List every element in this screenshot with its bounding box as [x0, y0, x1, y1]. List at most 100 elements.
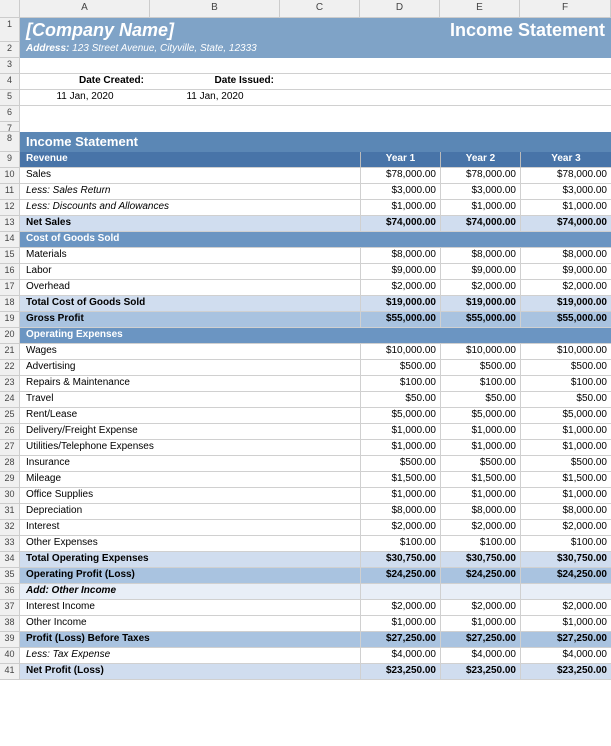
- opex-header-row[interactable]: Operating Expenses: [20, 328, 611, 344]
- row-header-26[interactable]: 26: [0, 424, 20, 440]
- document-title: Income Statement: [360, 18, 611, 42]
- materials-row[interactable]: Materials$8,000.00$8,000.00$8,000.00: [20, 248, 611, 264]
- net-sales-row[interactable]: Net Sales$74,000.00$74,000.00$74,000.00: [20, 216, 611, 232]
- column-headers: A B C D E F: [0, 0, 611, 18]
- interest-income-row[interactable]: Interest Income$2,000.00$2,000.00$2,000.…: [20, 600, 611, 616]
- discounts-row[interactable]: Less: Discounts and Allowances$1,000.00$…: [20, 200, 611, 216]
- gross-profit-row[interactable]: Gross Profit$55,000.00$55,000.00$55,000.…: [20, 312, 611, 328]
- banner-address-row: Address: 123 Street Avenue, Cityville, S…: [20, 42, 611, 58]
- row-header-9[interactable]: 9: [0, 152, 20, 168]
- col-header-d[interactable]: D: [360, 0, 440, 18]
- year3-header: Year 3: [520, 152, 611, 168]
- insurance-row[interactable]: Insurance$500.00$500.00$500.00: [20, 456, 611, 472]
- year2-header: Year 2: [440, 152, 520, 168]
- row-header-19[interactable]: 19: [0, 312, 20, 328]
- row-header-18[interactable]: 18: [0, 296, 20, 312]
- address-text[interactable]: Address: 123 Street Avenue, Cityville, S…: [20, 42, 611, 58]
- row-header-4[interactable]: 4: [0, 74, 20, 90]
- tax-expense-row[interactable]: Less: Tax Expense$4,000.00$4,000.00$4,00…: [20, 648, 611, 664]
- row-header-13[interactable]: 13: [0, 216, 20, 232]
- op-profit-row[interactable]: Operating Profit (Loss)$24,250.00$24,250…: [20, 568, 611, 584]
- advertising-row[interactable]: Advertising$500.00$500.00$500.00: [20, 360, 611, 376]
- row-header-30[interactable]: 30: [0, 488, 20, 504]
- cogs-header-row[interactable]: Cost of Goods Sold: [20, 232, 611, 248]
- row-header-10[interactable]: 10: [0, 168, 20, 184]
- travel-row[interactable]: Travel$50.00$50.00$50.00: [20, 392, 611, 408]
- blank-row-3[interactable]: [20, 58, 611, 74]
- date-value-row[interactable]: 11 Jan, 2020 11 Jan, 2020: [20, 90, 611, 106]
- delivery-row[interactable]: Delivery/Freight Expense$1,000.00$1,000.…: [20, 424, 611, 440]
- col-header-b[interactable]: B: [150, 0, 280, 18]
- row-header-31[interactable]: 31: [0, 504, 20, 520]
- row-header-35[interactable]: 35: [0, 568, 20, 584]
- row-header-29[interactable]: 29: [0, 472, 20, 488]
- other-income-header[interactable]: Add: Other Income: [20, 584, 611, 600]
- row-header-41[interactable]: 41: [0, 664, 20, 680]
- row-header-14[interactable]: 14: [0, 232, 20, 248]
- date-issued-value[interactable]: 11 Jan, 2020: [150, 90, 280, 106]
- row-header-34[interactable]: 34: [0, 552, 20, 568]
- utilities-row[interactable]: Utilities/Telephone Expenses$1,000.00$1,…: [20, 440, 611, 456]
- row-header-38[interactable]: 38: [0, 616, 20, 632]
- col-header-a[interactable]: A: [20, 0, 150, 18]
- row-header-37[interactable]: 37: [0, 600, 20, 616]
- row-header-21[interactable]: 21: [0, 344, 20, 360]
- row-header-22[interactable]: 22: [0, 360, 20, 376]
- row-header-24[interactable]: 24: [0, 392, 20, 408]
- section-title[interactable]: Income Statement: [20, 132, 611, 152]
- row-header-11[interactable]: 11: [0, 184, 20, 200]
- row-header-15[interactable]: 15: [0, 248, 20, 264]
- row-header-40[interactable]: 40: [0, 648, 20, 664]
- date-created-value[interactable]: 11 Jan, 2020: [20, 90, 150, 106]
- banner-title-row: [Company Name] Income Statement: [20, 18, 611, 42]
- blank-row-6[interactable]: [20, 106, 611, 122]
- col-header-c[interactable]: C: [280, 0, 360, 18]
- depreciation-row[interactable]: Depreciation$8,000.00$8,000.00$8,000.00: [20, 504, 611, 520]
- total-opex-row[interactable]: Total Operating Expenses$30,750.00$30,75…: [20, 552, 611, 568]
- company-name[interactable]: [Company Name]: [20, 18, 360, 42]
- total-cogs-row[interactable]: Total Cost of Goods Sold$19,000.00$19,00…: [20, 296, 611, 312]
- overhead-row[interactable]: Overhead$2,000.00$2,000.00$2,000.00: [20, 280, 611, 296]
- rent-row[interactable]: Rent/Lease$5,000.00$5,000.00$5,000.00: [20, 408, 611, 424]
- net-profit-row[interactable]: Net Profit (Loss)$23,250.00$23,250.00$23…: [20, 664, 611, 680]
- labor-row[interactable]: Labor$9,000.00$9,000.00$9,000.00: [20, 264, 611, 280]
- row-header-23[interactable]: 23: [0, 376, 20, 392]
- sales-return-row[interactable]: Less: Sales Return$3,000.00$3,000.00$3,0…: [20, 184, 611, 200]
- row-header-3[interactable]: 3: [0, 58, 20, 74]
- date-issued-label[interactable]: Date Issued:: [150, 74, 280, 90]
- other-income-row[interactable]: Other Income$1,000.00$1,000.00$1,000.00: [20, 616, 611, 632]
- date-header-row[interactable]: Date Created: Date Issued:: [20, 74, 611, 90]
- other-exp-row[interactable]: Other Expenses$100.00$100.00$100.00: [20, 536, 611, 552]
- row-header-33[interactable]: 33: [0, 536, 20, 552]
- row-header-25[interactable]: 25: [0, 408, 20, 424]
- row-header-16[interactable]: 16: [0, 264, 20, 280]
- sheet-content[interactable]: [Company Name] Income Statement Address:…: [20, 18, 611, 680]
- col-header-f[interactable]: F: [520, 0, 611, 18]
- interest-row[interactable]: Interest$2,000.00$2,000.00$2,000.00: [20, 520, 611, 536]
- row-header-8[interactable]: 8: [0, 132, 20, 152]
- row-numbers: 1234567891011121314151617181920212223242…: [0, 18, 20, 680]
- row-header-17[interactable]: 17: [0, 280, 20, 296]
- before-tax-row[interactable]: Profit (Loss) Before Taxes$27,250.00$27,…: [20, 632, 611, 648]
- row-header-7[interactable]: 7: [0, 122, 20, 132]
- row-header-6[interactable]: 6: [0, 106, 20, 122]
- row-header-1[interactable]: 1: [0, 18, 20, 42]
- sales-row[interactable]: Sales$78,000.00$78,000.00$78,000.00: [20, 168, 611, 184]
- date-created-label[interactable]: Date Created:: [20, 74, 150, 90]
- row-header-28[interactable]: 28: [0, 456, 20, 472]
- row-header-2[interactable]: 2: [0, 42, 20, 58]
- row-header-39[interactable]: 39: [0, 632, 20, 648]
- row-header-32[interactable]: 32: [0, 520, 20, 536]
- wages-row[interactable]: Wages$10,000.00$10,000.00$10,000.00: [20, 344, 611, 360]
- row-header-12[interactable]: 12: [0, 200, 20, 216]
- office-row[interactable]: Office Supplies$1,000.00$1,000.00$1,000.…: [20, 488, 611, 504]
- row-header-5[interactable]: 5: [0, 90, 20, 106]
- revenue-header-row[interactable]: Revenue Year 1 Year 2 Year 3: [20, 152, 611, 168]
- row-header-36[interactable]: 36: [0, 584, 20, 600]
- row-header-27[interactable]: 27: [0, 440, 20, 456]
- row-header-20[interactable]: 20: [0, 328, 20, 344]
- repairs-row[interactable]: Repairs & Maintenance$100.00$100.00$100.…: [20, 376, 611, 392]
- blank-row-7[interactable]: [20, 122, 611, 132]
- col-header-e[interactable]: E: [440, 0, 520, 18]
- mileage-row[interactable]: Mileage$1,500.00$1,500.00$1,500.00: [20, 472, 611, 488]
